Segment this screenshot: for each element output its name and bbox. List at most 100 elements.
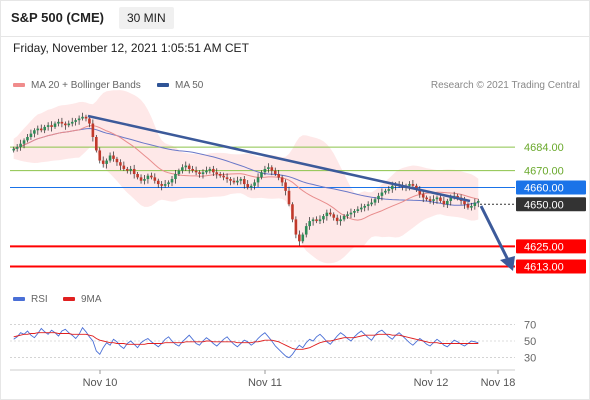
x-label-Nov 18: Nov 18 [481, 377, 516, 389]
candle-body [33, 130, 36, 134]
candle-body [112, 155, 115, 159]
candle-body [139, 177, 143, 181]
candle-body [53, 123, 57, 127]
candle-body [105, 160, 108, 164]
rsi-ma9-line [13, 332, 479, 350]
candle-body [390, 185, 394, 190]
candle-body [215, 172, 219, 174]
candle-body [84, 116, 88, 119]
candle-body [418, 189, 422, 195]
candle-body [64, 123, 67, 126]
candle-body [432, 199, 435, 201]
candle-body [125, 168, 129, 171]
candle-body [339, 219, 342, 222]
candle-body [15, 147, 19, 149]
candle-body [366, 204, 370, 206]
ma20-label: MA 20 + Bollinger Bands [31, 80, 141, 91]
candle-body [239, 179, 243, 181]
candle-body [194, 170, 198, 173]
candle-body [108, 155, 112, 161]
x-label-Nov 10: Nov 10 [83, 377, 118, 389]
candle-body [435, 197, 439, 200]
level-box-4650.00 [516, 197, 586, 212]
candle-body [242, 179, 246, 185]
candle-body [298, 234, 301, 242]
rsi-swatch [13, 297, 25, 302]
candle-body [284, 182, 287, 191]
candle-body [280, 177, 284, 183]
candle-body [363, 205, 367, 208]
candle-body [421, 194, 425, 198]
candle-body [232, 180, 236, 183]
candle-body [36, 128, 40, 131]
candle-body [301, 234, 305, 242]
ma20-swatch [13, 83, 25, 88]
ma50-label: MA 50 [175, 80, 204, 91]
candle-body [476, 200, 480, 203]
candle-body [160, 184, 163, 186]
candle-body [67, 123, 71, 126]
interval-badge[interactable]: 30 MIN [119, 7, 174, 29]
candle-body [218, 174, 222, 176]
rsi-tick-50: 50 [524, 336, 536, 348]
candle-body [291, 204, 294, 220]
candle-body [463, 200, 466, 205]
candle-body [270, 167, 274, 171]
candle-body [473, 202, 477, 206]
legend-ma9: 9MA [63, 294, 102, 305]
level-label-4660.00: 4660.00 [524, 182, 564, 194]
candle-body [428, 199, 432, 201]
candle-body [356, 209, 360, 211]
candle-body [74, 120, 77, 122]
candle-body [229, 179, 232, 181]
candle-body [249, 185, 253, 188]
candle-body [332, 214, 336, 218]
candle-body [212, 168, 215, 173]
candle-body [466, 204, 470, 208]
candle-body [346, 214, 349, 217]
candle-body [57, 121, 60, 124]
candle-body [315, 219, 318, 222]
candle-body [439, 197, 442, 201]
rsi-line [13, 326, 479, 359]
ma50-line [13, 127, 479, 206]
candle-body [294, 219, 298, 235]
candle-body [163, 184, 167, 186]
candle-body [43, 126, 46, 131]
candle-body [263, 168, 267, 173]
candle-body [60, 121, 64, 124]
ma9-swatch [63, 297, 75, 302]
bollinger-band [13, 90, 479, 264]
candle-body [174, 174, 177, 180]
candle-body [318, 219, 322, 222]
candle-body [101, 160, 105, 164]
candle-body [373, 199, 377, 203]
candle-body [273, 170, 277, 174]
candle-body [19, 143, 22, 148]
candle-body [349, 212, 353, 215]
candle-body [39, 128, 43, 131]
rsi-tick-30: 30 [524, 353, 536, 365]
ma20-line [13, 125, 479, 221]
candle-body [370, 202, 373, 205]
candle-body [260, 172, 263, 178]
candle-body [129, 168, 133, 171]
level-label-4684.00: 4684.00 [524, 142, 564, 154]
candle-body [322, 216, 325, 220]
candle-body [187, 165, 191, 169]
candle-body [122, 165, 126, 169]
candle-body [191, 168, 194, 171]
level-box-4625.00 [516, 239, 586, 254]
candle-body [26, 137, 29, 141]
candle-body [387, 189, 391, 191]
candle-body [201, 172, 205, 174]
candle-body [167, 182, 170, 185]
candle-body [181, 167, 184, 171]
candle-body [277, 174, 280, 178]
level-label-4650.00: 4650.00 [524, 199, 564, 211]
legend-ma20: MA 20 + Bollinger Bands [13, 80, 141, 91]
candle-body [95, 137, 98, 151]
candle-body [22, 140, 26, 144]
candle-body [132, 168, 136, 174]
